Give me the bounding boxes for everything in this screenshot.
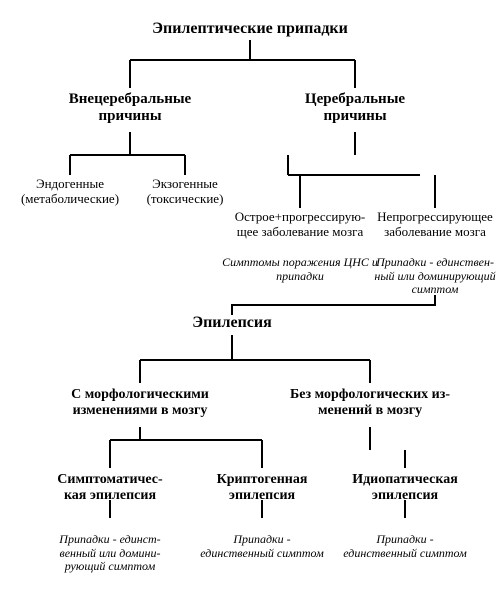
node-epilepsy: Эпилепсия <box>162 314 302 332</box>
node-root: Эпилептические припадки <box>130 20 370 38</box>
node-nonprog_sub: Припадки - единствен-ный или доминирующи… <box>370 256 500 297</box>
edge <box>232 295 435 315</box>
edge <box>288 132 435 208</box>
edge <box>140 335 370 383</box>
node-idio: Идиопатическая эпилепсия <box>330 472 480 504</box>
node-nomorph: Без морфологических из-менений в мозгу <box>260 387 480 419</box>
edge <box>370 427 405 468</box>
node-morph: С морфологическими изменениями в мозгу <box>45 387 235 419</box>
node-crypto_sub: Припадки -единственный симптом <box>192 533 332 561</box>
edge <box>130 40 355 88</box>
node-extra: Внецеребральные причины <box>45 91 215 126</box>
node-acute: Острое+прогрессирую-щее заболевание мозг… <box>215 210 385 240</box>
node-sympt_sub: Припадки - единст-венный или домини-рующ… <box>30 533 190 574</box>
edge <box>70 132 185 175</box>
node-idio_sub: Припадки -единственный симптом <box>335 533 475 561</box>
node-exo: Экзогенные (токсические) <box>130 177 240 207</box>
edge <box>110 427 262 468</box>
node-acute_sub: Симптомы поражения ЦНС и припадки <box>215 256 385 284</box>
node-cereb: Церебральные причины <box>275 91 435 126</box>
diagram-stage: Эпилептические припадки Внецеребральные п… <box>0 0 500 601</box>
node-endo: Эндогенные (метаболические) <box>10 177 130 207</box>
node-nonprog: Непрогрессирующее заболевание мозга <box>370 210 500 240</box>
node-sympt: Симптоматичес-кая эпилепсия <box>35 472 185 504</box>
node-crypto: Криптогенная эпилепсия <box>192 472 332 504</box>
